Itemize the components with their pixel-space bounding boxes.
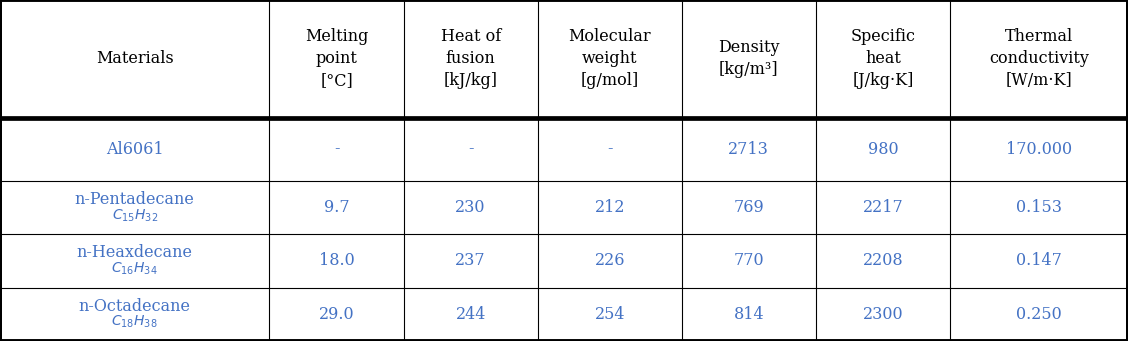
Text: $C_{15}H_{32}$: $C_{15}H_{32}$ bbox=[112, 207, 158, 223]
Text: n-Octadecane: n-Octadecane bbox=[79, 298, 191, 315]
Text: 0.147: 0.147 bbox=[1016, 252, 1061, 269]
Text: -: - bbox=[468, 140, 474, 158]
Text: Specific
heat
[J/kg·K]: Specific heat [J/kg·K] bbox=[851, 28, 916, 89]
Text: 980: 980 bbox=[867, 140, 898, 158]
Text: Molecular
weight
[g/mol]: Molecular weight [g/mol] bbox=[569, 28, 651, 89]
Text: $C_{16}H_{34}$: $C_{16}H_{34}$ bbox=[112, 261, 158, 277]
Text: 170.000: 170.000 bbox=[1006, 140, 1072, 158]
Text: -: - bbox=[334, 140, 340, 158]
Text: Density
[kg/m³]: Density [kg/m³] bbox=[719, 39, 779, 78]
Text: 9.7: 9.7 bbox=[324, 199, 350, 216]
Text: 0.250: 0.250 bbox=[1016, 306, 1061, 323]
Text: Al6061: Al6061 bbox=[106, 140, 164, 158]
Text: 769: 769 bbox=[733, 199, 765, 216]
Text: Melting
point
[°C]: Melting point [°C] bbox=[305, 28, 368, 89]
Text: Thermal
conductivity
[W/m·K]: Thermal conductivity [W/m·K] bbox=[989, 28, 1089, 89]
Text: n-Pentadecane: n-Pentadecane bbox=[74, 191, 195, 208]
Text: 0.153: 0.153 bbox=[1016, 199, 1063, 216]
Text: 2217: 2217 bbox=[863, 199, 904, 216]
Text: Materials: Materials bbox=[96, 50, 174, 67]
Text: 2713: 2713 bbox=[729, 140, 769, 158]
Text: 226: 226 bbox=[594, 252, 625, 269]
Text: 237: 237 bbox=[456, 252, 486, 269]
Text: 2300: 2300 bbox=[863, 306, 904, 323]
Text: 254: 254 bbox=[594, 306, 625, 323]
Text: 18.0: 18.0 bbox=[318, 252, 354, 269]
Text: 212: 212 bbox=[594, 199, 625, 216]
Text: Heat of
fusion
[kJ/kg]: Heat of fusion [kJ/kg] bbox=[441, 28, 501, 89]
Text: 230: 230 bbox=[456, 199, 486, 216]
Text: 29.0: 29.0 bbox=[319, 306, 354, 323]
Text: 770: 770 bbox=[733, 252, 764, 269]
Text: 814: 814 bbox=[733, 306, 764, 323]
Text: -: - bbox=[607, 140, 613, 158]
Text: n-Heaxdecane: n-Heaxdecane bbox=[77, 244, 193, 261]
Text: $C_{18}H_{38}$: $C_{18}H_{38}$ bbox=[112, 314, 158, 330]
Text: 2208: 2208 bbox=[863, 252, 904, 269]
Text: 244: 244 bbox=[456, 306, 486, 323]
